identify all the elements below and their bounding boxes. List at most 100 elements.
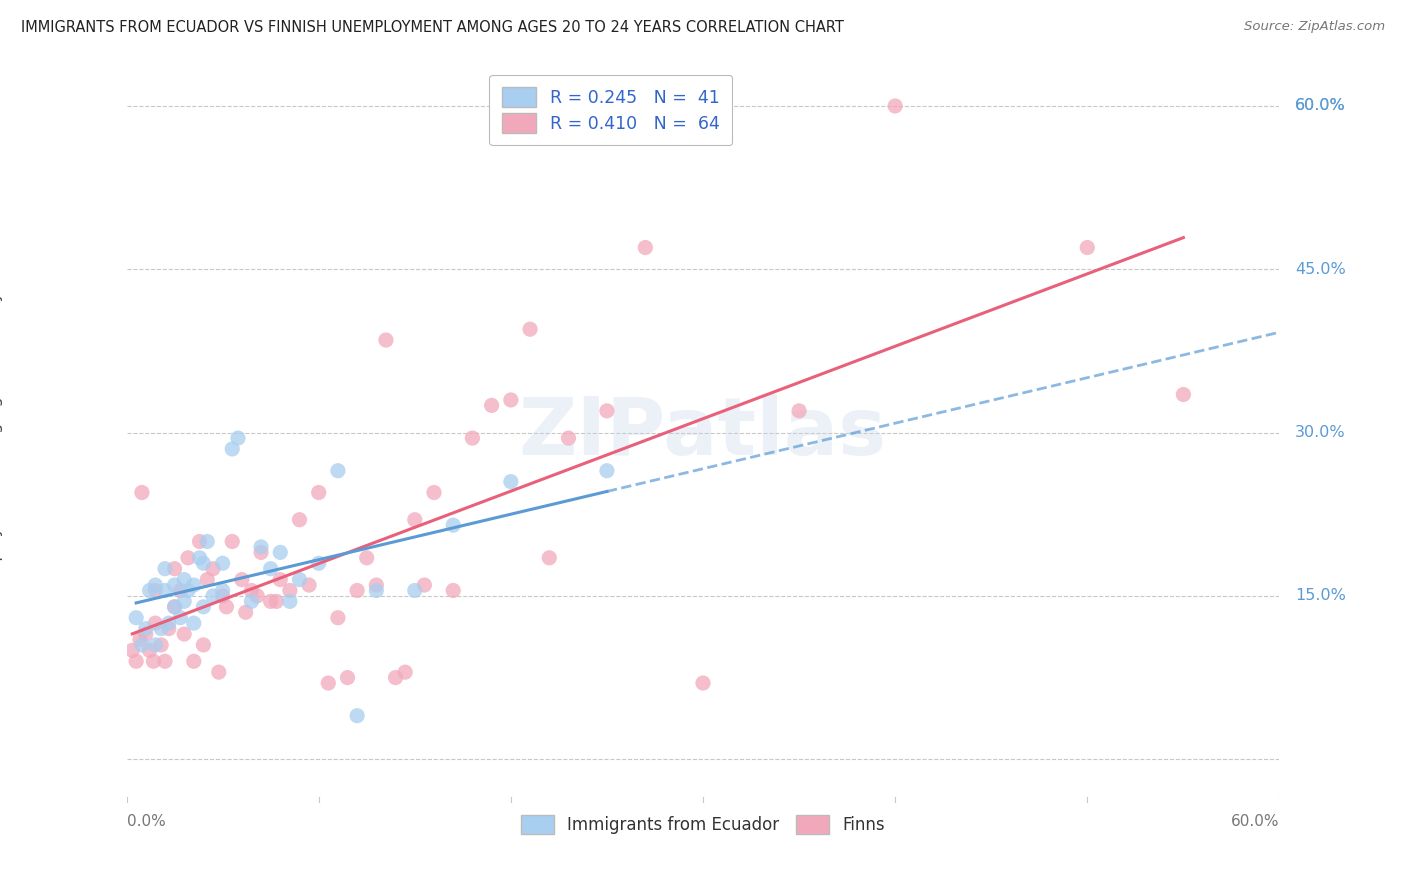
Point — [308, 556, 330, 570]
Point — [336, 671, 359, 685]
Point — [215, 599, 238, 614]
Point — [163, 599, 186, 614]
Text: 30.0%: 30.0% — [1295, 425, 1346, 440]
Point — [211, 589, 233, 603]
Text: Source: ZipAtlas.com: Source: ZipAtlas.com — [1244, 20, 1385, 33]
Point — [298, 578, 321, 592]
Legend: Immigrants from Ecuador, Finns: Immigrants from Ecuador, Finns — [512, 806, 894, 843]
Point — [288, 573, 311, 587]
Point — [278, 594, 301, 608]
Point — [326, 464, 349, 478]
Point — [163, 599, 186, 614]
Point — [221, 534, 243, 549]
Text: 45.0%: 45.0% — [1295, 262, 1346, 277]
Point — [413, 578, 436, 592]
Point — [259, 594, 281, 608]
Point — [183, 616, 205, 631]
Point — [145, 578, 166, 592]
Point — [346, 708, 368, 723]
Point — [142, 654, 165, 668]
Point — [441, 518, 464, 533]
Point — [150, 638, 173, 652]
Point — [240, 594, 263, 608]
Point — [240, 583, 263, 598]
Point — [596, 464, 619, 478]
Point — [356, 550, 378, 565]
Text: 60.0%: 60.0% — [1295, 98, 1346, 113]
Point — [221, 442, 243, 456]
Point — [169, 583, 191, 598]
Point — [519, 322, 541, 336]
Point — [183, 578, 205, 592]
Point — [173, 627, 195, 641]
Point — [131, 485, 153, 500]
Point — [138, 643, 160, 657]
Point — [163, 562, 186, 576]
Text: 60.0%: 60.0% — [1295, 98, 1346, 113]
Point — [259, 562, 281, 576]
Point — [250, 545, 273, 559]
Point — [177, 550, 200, 565]
Point — [441, 583, 464, 598]
Point — [177, 583, 200, 598]
Point — [157, 622, 180, 636]
Point — [211, 556, 233, 570]
Point — [269, 545, 291, 559]
Point — [481, 398, 503, 412]
Point — [692, 676, 714, 690]
Point — [235, 605, 257, 619]
Point — [157, 616, 180, 631]
Point — [173, 594, 195, 608]
Point — [138, 583, 160, 598]
Point — [394, 665, 416, 680]
Text: 0.0%: 0.0% — [127, 814, 166, 829]
Point — [145, 583, 166, 598]
Text: Unemployment Among Ages 20 to 24 years: Unemployment Among Ages 20 to 24 years — [0, 257, 3, 608]
Point — [193, 556, 215, 570]
Point — [145, 638, 166, 652]
Point — [125, 611, 148, 625]
Point — [121, 643, 143, 657]
Point — [153, 583, 176, 598]
Point — [163, 578, 186, 592]
Point — [404, 583, 426, 598]
Point — [183, 654, 205, 668]
Point — [596, 404, 619, 418]
Text: 15.0%: 15.0% — [1295, 589, 1346, 603]
Point — [404, 513, 426, 527]
Point — [557, 431, 579, 445]
Point — [266, 594, 288, 608]
Point — [193, 599, 215, 614]
Point — [366, 583, 388, 598]
Point — [231, 573, 253, 587]
Text: 60.0%: 60.0% — [1232, 814, 1279, 829]
Point — [318, 676, 340, 690]
Text: IMMIGRANTS FROM ECUADOR VS FINNISH UNEMPLOYMENT AMONG AGES 20 TO 24 YEARS CORREL: IMMIGRANTS FROM ECUADOR VS FINNISH UNEMP… — [21, 20, 844, 35]
Point — [269, 573, 291, 587]
Point — [195, 573, 218, 587]
Point — [226, 431, 249, 445]
Point — [153, 654, 176, 668]
Point — [150, 622, 173, 636]
Point — [246, 589, 269, 603]
Point — [308, 485, 330, 500]
Point — [202, 589, 225, 603]
Point — [374, 333, 398, 347]
Point — [125, 654, 148, 668]
Point — [188, 534, 211, 549]
Point — [135, 627, 157, 641]
Point — [346, 583, 368, 598]
Point — [499, 475, 522, 489]
Point — [188, 550, 211, 565]
Point — [195, 534, 218, 549]
Point — [366, 578, 388, 592]
Point — [499, 392, 522, 407]
Point — [153, 562, 176, 576]
Point — [326, 611, 349, 625]
Point — [787, 404, 810, 418]
Point — [135, 622, 157, 636]
Point — [288, 513, 311, 527]
Point — [1173, 387, 1195, 401]
Point — [145, 616, 166, 631]
Point — [202, 562, 225, 576]
